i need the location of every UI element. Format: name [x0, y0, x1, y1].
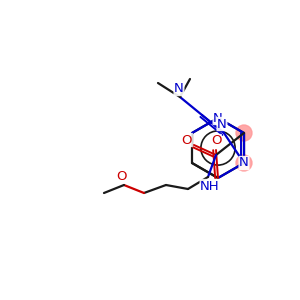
Text: N: N	[213, 112, 223, 124]
Text: NH: NH	[200, 179, 220, 193]
Text: O: O	[211, 134, 221, 148]
Circle shape	[236, 125, 252, 141]
Text: O: O	[182, 134, 192, 146]
Circle shape	[236, 155, 252, 171]
Text: N: N	[174, 82, 184, 95]
Text: O: O	[117, 169, 127, 182]
Text: N: N	[217, 118, 227, 130]
Text: N: N	[239, 157, 249, 169]
